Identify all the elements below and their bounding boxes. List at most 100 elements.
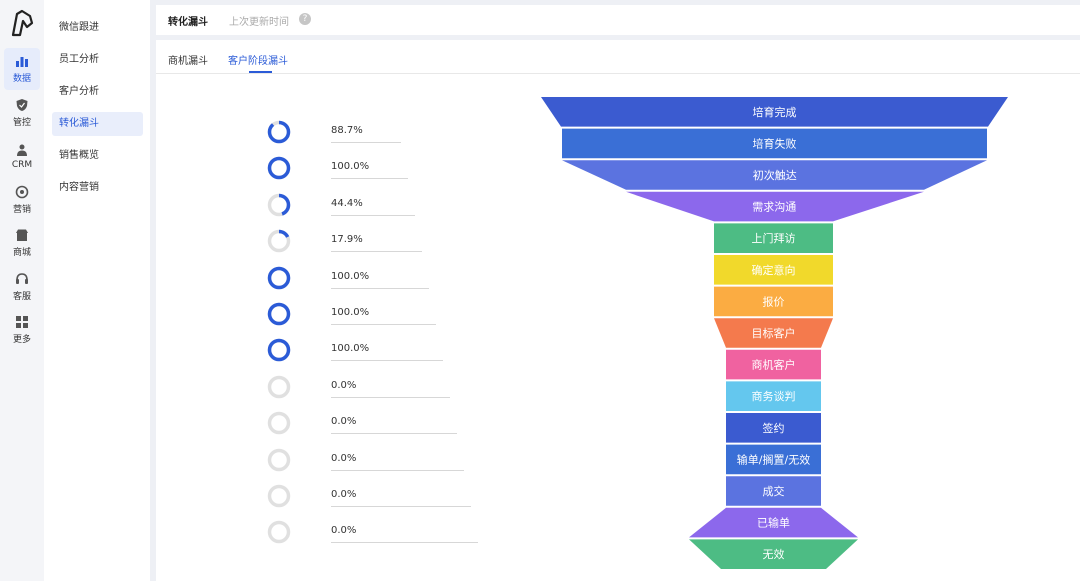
funnel-stage-label: 商务谈判 bbox=[752, 389, 796, 403]
submenu-item[interactable]: 客户分析 bbox=[59, 86, 99, 97]
tab-underline bbox=[249, 71, 272, 73]
rail-item-grid[interactable]: 更多 bbox=[4, 309, 40, 351]
connector-line bbox=[331, 324, 436, 325]
funnel-stage-label: 签约 bbox=[763, 421, 785, 435]
funnel-stage-label: 无效 bbox=[763, 547, 785, 561]
connector-line bbox=[331, 506, 471, 507]
target-icon bbox=[15, 185, 29, 198]
rail-item-shield[interactable]: 管控 bbox=[4, 92, 40, 134]
progress-ring-icon bbox=[267, 266, 291, 289]
progress-ring-icon bbox=[267, 484, 291, 508]
bar-chart-icon bbox=[16, 57, 28, 67]
progress-ring-icon bbox=[267, 193, 291, 217]
funnel-stage[interactable] bbox=[726, 349, 821, 380]
funnel-stage-label: 培育完成 bbox=[753, 105, 797, 119]
horse-logo-icon bbox=[11, 9, 34, 37]
main-panel: 商机漏斗 客户阶段漏斗 88.7% 100.0% 44.4% 17.9% 100.0% 1… bbox=[156, 40, 1080, 581]
funnel-stage[interactable] bbox=[689, 539, 858, 569]
submenu-item[interactable]: 内容营销 bbox=[59, 182, 99, 193]
rail-item-label: 数据 bbox=[12, 74, 31, 84]
shield-icon bbox=[16, 98, 28, 111]
tab-customer-stage-funnel[interactable]: 客户阶段漏斗 bbox=[228, 56, 288, 67]
connector-line bbox=[331, 142, 401, 143]
progress-ring-icon bbox=[267, 120, 291, 144]
submenu: 微信跟进员工分析客户分析转化漏斗销售概览内容营销 bbox=[44, 0, 150, 581]
rail-item-label: CRM bbox=[11, 159, 33, 170]
progress-ring-icon bbox=[267, 339, 291, 362]
conversion-rate-value: 100.0% bbox=[331, 343, 370, 355]
icon-rail: 数据管控 CRM 营销商城客服更多 bbox=[0, 0, 44, 581]
submenu-item[interactable]: 微信跟进 bbox=[59, 22, 99, 33]
funnel-stage-label: 上门拜访 bbox=[752, 231, 796, 245]
funnel-stage[interactable] bbox=[726, 444, 821, 475]
funnel-stage[interactable] bbox=[626, 191, 924, 222]
funnel-stage-label: 已输单 bbox=[757, 516, 790, 530]
funnel-stage-label: 商机客户 bbox=[752, 358, 796, 372]
tab-opportunity-funnel[interactable]: 商机漏斗 bbox=[168, 56, 208, 67]
conversion-rate-value: 0.0% bbox=[331, 416, 357, 428]
tab-bar: 商机漏斗 客户阶段漏斗 bbox=[156, 40, 1080, 74]
people-icon bbox=[17, 144, 27, 156]
rail-item-target[interactable]: 营销 bbox=[4, 179, 40, 221]
funnel-stage[interactable] bbox=[689, 507, 858, 538]
submenu-item[interactable]: 员工分析 bbox=[59, 54, 99, 65]
connector-line bbox=[331, 542, 478, 544]
funnel-stage[interactable] bbox=[726, 476, 821, 506]
rail-item-label: 更多 bbox=[12, 335, 31, 345]
progress-ring-icon bbox=[267, 375, 291, 399]
page-title: 转化漏斗 bbox=[168, 17, 208, 28]
funnel-stage-label: 需求沟通 bbox=[752, 201, 796, 214]
funnel-stage-label: 确定意向 bbox=[752, 263, 796, 277]
conversion-rate-value: 0.0% bbox=[331, 452, 357, 464]
funnel-stage-label: 初次触达 bbox=[753, 168, 797, 182]
grid-icon bbox=[16, 316, 28, 328]
rail-item-store[interactable]: 商城 bbox=[4, 222, 40, 264]
funnel-stage-label: 报价 bbox=[763, 294, 785, 308]
funnel-stage[interactable] bbox=[541, 97, 1008, 127]
conversion-rate-value: 0.0% bbox=[331, 379, 357, 391]
rail-item-headset[interactable]: 客服 bbox=[4, 266, 40, 308]
funnel-stage[interactable] bbox=[714, 255, 833, 285]
conversion-rate-value: 88.7% bbox=[331, 125, 363, 136]
conversion-rate-value: 17.9% bbox=[331, 234, 363, 246]
connector-line bbox=[331, 360, 443, 362]
funnel-stage[interactable] bbox=[726, 413, 821, 443]
funnel-stage[interactable] bbox=[714, 318, 833, 348]
funnel-stage[interactable] bbox=[714, 286, 833, 317]
store-icon bbox=[16, 229, 28, 241]
connector-line bbox=[331, 251, 422, 253]
rail-item-label: 管控 bbox=[12, 117, 31, 128]
funnel-stage-label: 培育失败 bbox=[753, 136, 797, 150]
help-icon[interactable]: ? bbox=[299, 13, 311, 25]
rail-item-label: 客服 bbox=[12, 291, 31, 302]
funnel-stage[interactable] bbox=[714, 223, 833, 253]
conversion-rate-value: 100.0% bbox=[331, 307, 370, 318]
connector-line bbox=[331, 396, 450, 398]
progress-ring-icon bbox=[267, 157, 291, 180]
rail-item-people[interactable]: CRM bbox=[4, 135, 40, 177]
rail-item-label: 商城 bbox=[12, 248, 31, 258]
rail-item-bar-chart[interactable]: 数据 bbox=[4, 48, 40, 90]
last-updated-label: 上次更新时间 bbox=[229, 17, 289, 28]
funnel-stage[interactable] bbox=[562, 128, 987, 159]
funnel-stage-label: 输单/搁置/无效 bbox=[737, 452, 810, 466]
connector-line bbox=[331, 287, 429, 289]
conversion-rate-value: 0.0% bbox=[331, 525, 357, 537]
funnel-chart: 培育完成培育失败初次触达需求沟通上门拜访确定意向报价目标客户商机客户商务谈判签约… bbox=[541, 97, 1008, 569]
funnel-stage[interactable] bbox=[562, 160, 987, 190]
connector-line bbox=[331, 178, 408, 180]
progress-ring-icon bbox=[267, 448, 291, 471]
connector-line bbox=[331, 214, 415, 216]
progress-ring-icon bbox=[267, 411, 291, 435]
conversion-rate-value: 44.4% bbox=[331, 197, 363, 209]
submenu-item[interactable]: 销售概览 bbox=[59, 150, 99, 161]
funnel-stage-label: 成交 bbox=[763, 484, 785, 498]
rail-item-label: 营销 bbox=[12, 204, 31, 215]
progress-ring-icon bbox=[267, 302, 291, 326]
submenu-item[interactable]: 转化漏斗 bbox=[52, 112, 143, 136]
conversion-rate-value: 100.0% bbox=[331, 161, 370, 173]
funnel-stage[interactable] bbox=[726, 381, 821, 411]
page-header: 转化漏斗 上次更新时间 ? bbox=[156, 5, 1080, 35]
headset-icon bbox=[16, 272, 28, 284]
connector-line bbox=[331, 433, 457, 435]
